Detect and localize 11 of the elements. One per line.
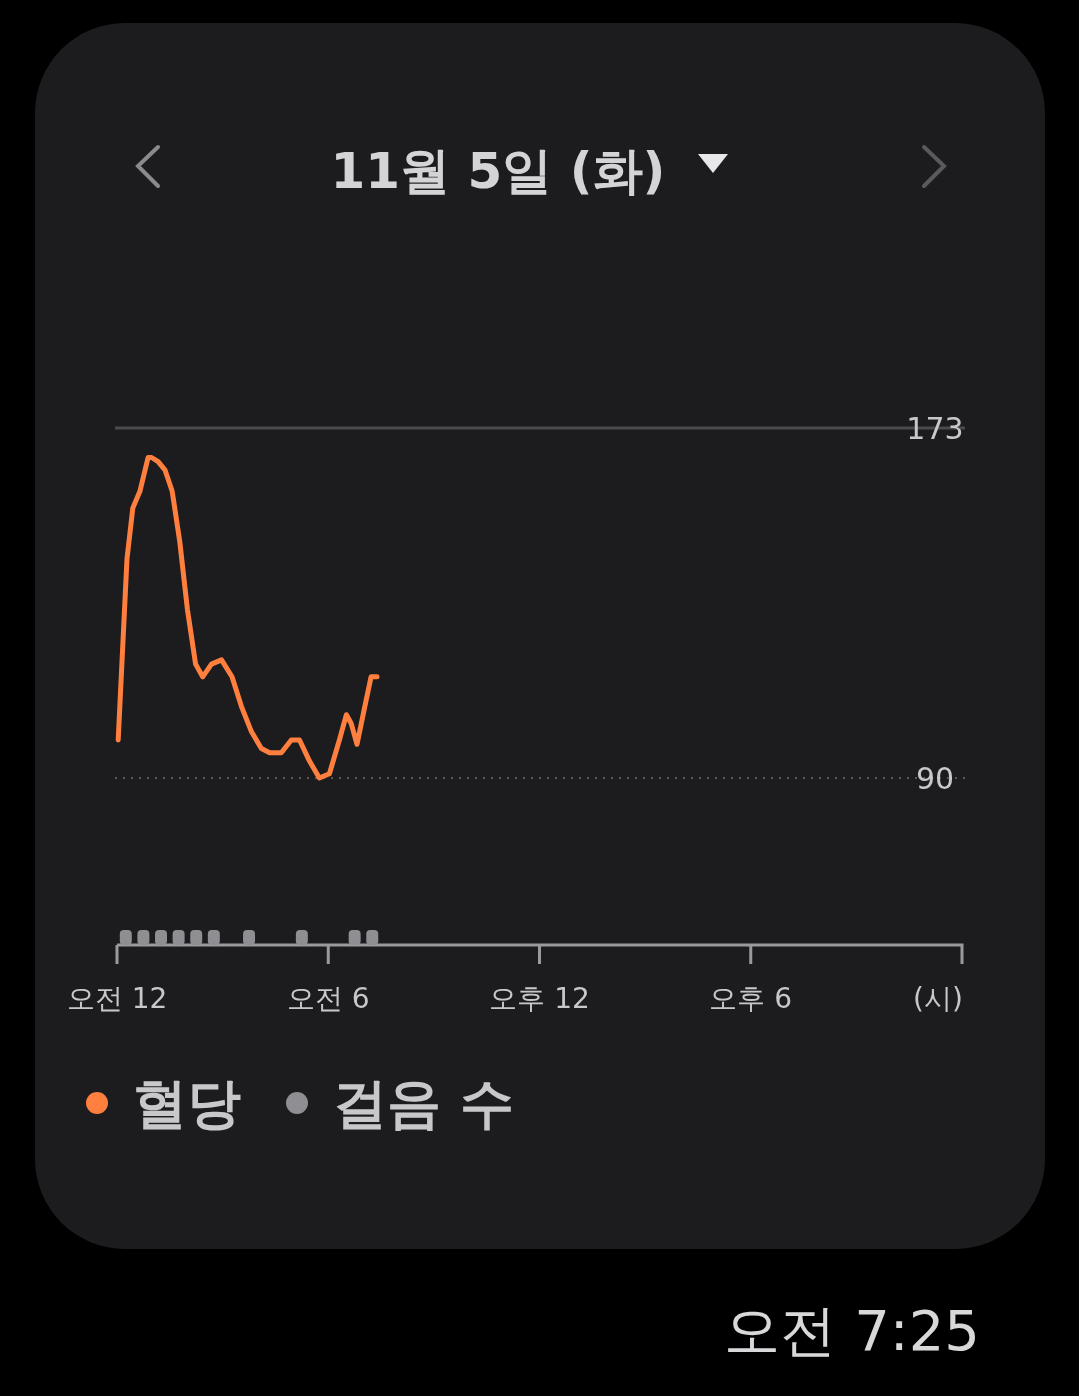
x-tick-label: 오후 12 <box>489 982 590 1015</box>
chart-title: 11월 5일 (화) <box>330 142 666 200</box>
text: 오전 7:25 <box>724 1298 980 1363</box>
x-tick-label: 오전 6 <box>286 982 370 1015</box>
y-tick-label: 90 <box>915 761 955 796</box>
x-tick-label: 오전 12 <box>66 982 168 1015</box>
legend-label: 걸음 수 <box>333 1072 514 1135</box>
legend-label: 혈당 <box>133 1072 241 1135</box>
x-axis-title: (시) <box>913 982 963 1015</box>
x-tick-label: 오후 6 <box>709 982 793 1015</box>
y-tick-label: 173 <box>906 411 964 446</box>
